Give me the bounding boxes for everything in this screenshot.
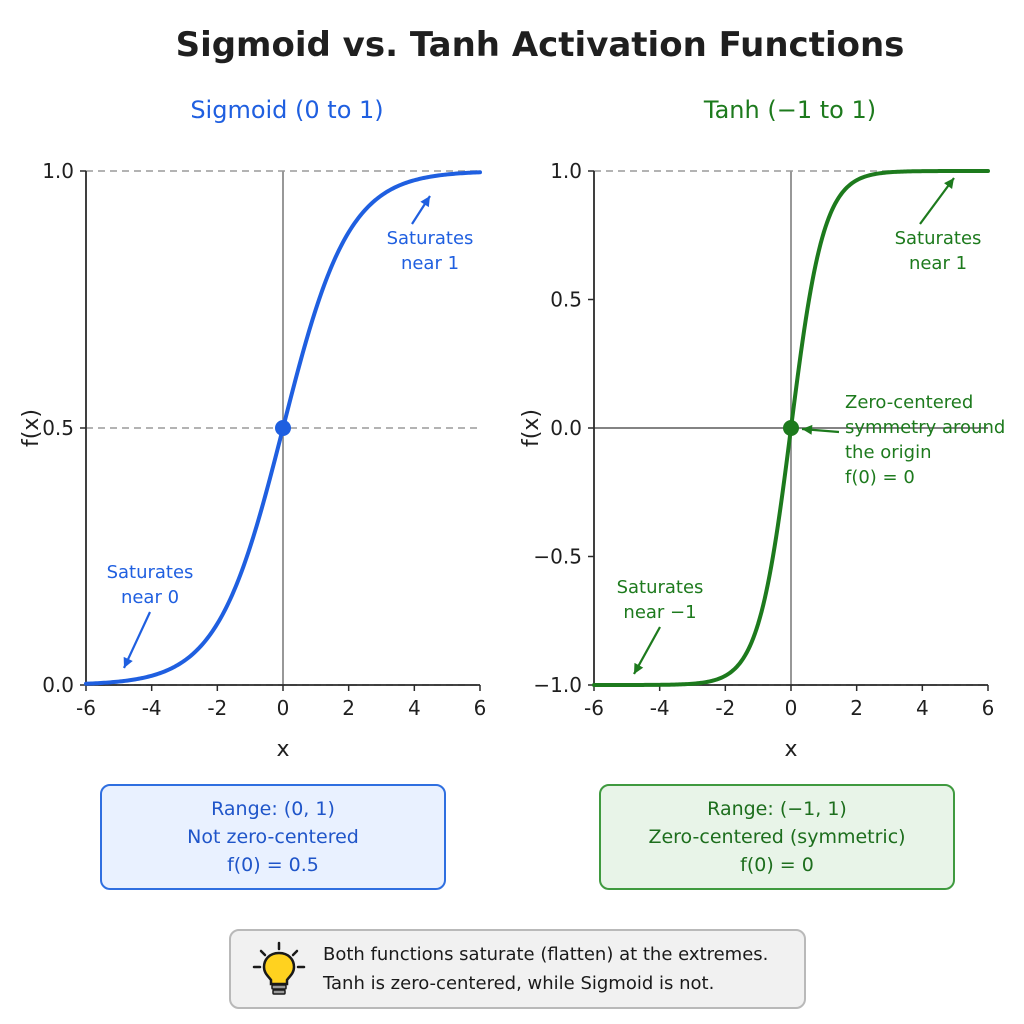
sigmoid-annotation-text: Saturates near 0 <box>107 562 194 608</box>
tanh-x-tick-label: -4 <box>650 696 670 720</box>
note-text: Both functions saturate (flatten) at the… <box>323 940 768 998</box>
sigmoid-annotation-line: Saturates <box>387 228 474 249</box>
sigmoid-summary-box: Range: (0, 1) Not zero-centered f(0) = 0… <box>100 784 446 890</box>
tanh-y-tick-label: 1.0 <box>550 159 582 183</box>
sigmoid-range-text: Range: (0, 1) <box>211 798 335 820</box>
note-line-2: Tanh is zero-centered, while Sigmoid is … <box>323 973 715 994</box>
sigmoid-y-tick-label: 0.5 <box>42 416 74 440</box>
sigmoid-centering-text: Not zero-centered <box>187 826 359 848</box>
tanh-annotation-line: symmetry around <box>845 417 1005 438</box>
sigmoid-annotation-line: near 0 <box>121 587 179 608</box>
sigmoid-x-tick-label: -4 <box>142 696 162 720</box>
tanh-x-tick-label: 2 <box>850 696 863 720</box>
tanh-annotation-arrowhead <box>634 662 644 674</box>
tanh-panel: Tanh (−1 to 1) -6 -4 -2 0 2 4 6 −1.0 −0.5 0.0 0.5 1.… <box>519 96 1005 762</box>
tanh-f0-text: f(0) = 0 <box>740 854 814 876</box>
tanh-x-tick-label: 4 <box>916 696 929 720</box>
tanh-annotation-line: Saturates <box>895 228 982 249</box>
tanh-x-axis-label: x <box>784 737 797 762</box>
note-box: Both functions saturate (flatten) at the… <box>229 929 806 1009</box>
tanh-annotation-line: Zero-centered <box>845 392 973 413</box>
sigmoid-panel: Sigmoid (0 to 1) -6 -4 -2 0 2 4 6 0.0 0.5 1.0 x f(x)… <box>19 96 486 762</box>
tanh-annotation-text: Saturates near 1 <box>895 228 982 274</box>
tanh-y-tick-label: 0.5 <box>550 288 582 312</box>
sigmoid-y-tick-label: 1.0 <box>42 159 74 183</box>
tanh-y-tick-label: −1.0 <box>533 673 582 697</box>
tanh-summary-box: Range: (−1, 1) Zero-centered (symmetric)… <box>599 784 955 890</box>
tanh-y-tick-label: −0.5 <box>533 545 582 569</box>
tanh-y-axis-label: f(x) <box>519 409 544 447</box>
lightbulb-icon <box>252 941 306 995</box>
sigmoid-annotation-text: Saturates near 1 <box>387 228 474 274</box>
sigmoid-annotation-line: near 1 <box>401 253 459 274</box>
tanh-annotation-line: the origin <box>845 442 932 463</box>
sigmoid-annotation-arrowhead <box>123 656 133 668</box>
sigmoid-subplot-title: Sigmoid (0 to 1) <box>190 96 383 124</box>
tanh-x-tick-label: 0 <box>785 696 798 720</box>
sigmoid-f0-text: f(0) = 0.5 <box>227 854 319 876</box>
note-line-1: Both functions saturate (flatten) at the… <box>323 944 769 965</box>
sigmoid-annotation-arrowhead <box>420 196 430 208</box>
sigmoid-x-tick-label: 4 <box>408 696 421 720</box>
sigmoid-center-point <box>275 420 291 436</box>
sigmoid-x-tick-label: 2 <box>342 696 355 720</box>
sigmoid-annotation-line: Saturates <box>107 562 194 583</box>
sigmoid-y-axis-label: f(x) <box>19 409 44 447</box>
tanh-annotation-arrowhead <box>944 178 954 190</box>
sigmoid-x-axis-label: x <box>276 737 289 762</box>
tanh-annotation-line: Saturates <box>617 577 704 598</box>
tanh-range-text: Range: (−1, 1) <box>707 798 847 820</box>
tanh-annotation-arrowhead <box>802 424 813 435</box>
sigmoid-y-tick-label: 0.0 <box>42 673 74 697</box>
tanh-annotation-line: f(0) = 0 <box>845 467 915 488</box>
tanh-annotation-line: near −1 <box>623 602 696 623</box>
sigmoid-annotation-arrow <box>123 611 151 669</box>
sigmoid-x-tick-label: 0 <box>277 696 290 720</box>
tanh-annotation-line: near 1 <box>909 253 967 274</box>
sigmoid-x-tick-label: 6 <box>474 696 487 720</box>
figure-title: Sigmoid vs. Tanh Activation Functions <box>176 25 905 65</box>
tanh-annotation-text: Saturates near −1 <box>617 577 704 623</box>
sigmoid-x-tick-label: -2 <box>207 696 227 720</box>
tanh-centering-text: Zero-centered (symmetric) <box>648 826 906 848</box>
tanh-subplot-title: Tanh (−1 to 1) <box>703 96 876 124</box>
tanh-center-point <box>783 420 799 436</box>
tanh-x-tick-label: -2 <box>715 696 735 720</box>
tanh-y-tick-label: 0.0 <box>550 416 582 440</box>
tanh-x-tick-label: 6 <box>982 696 995 720</box>
tanh-x-tick-label: -6 <box>584 696 604 720</box>
tanh-annotation-text: Zero-centered symmetry around the origin f(… <box>845 392 1005 488</box>
sigmoid-x-tick-label: -6 <box>76 696 96 720</box>
